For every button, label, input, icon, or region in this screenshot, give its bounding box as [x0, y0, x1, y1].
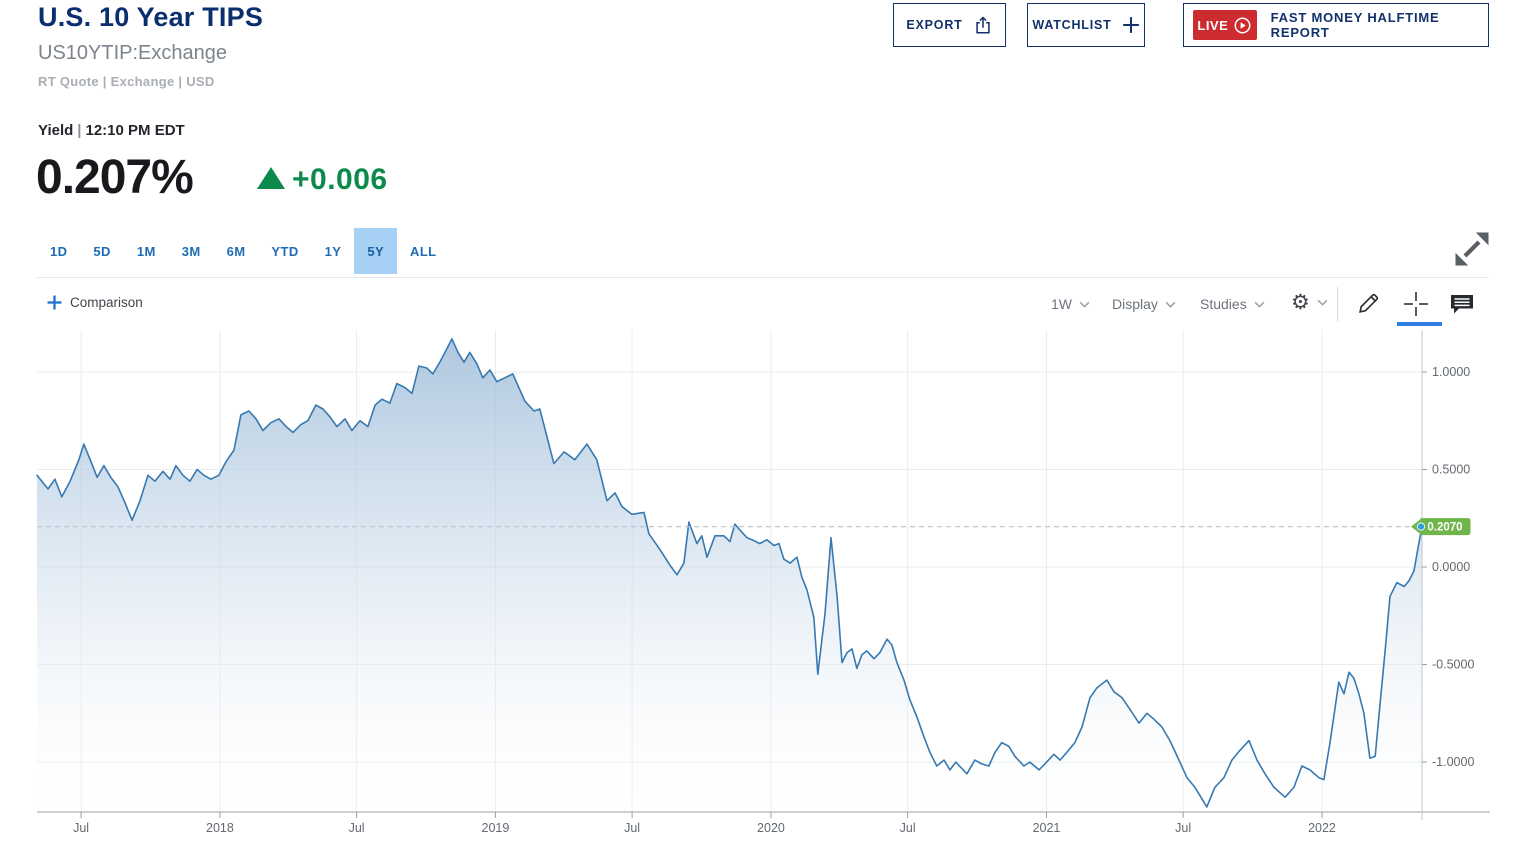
export-button[interactable]: EXPORT — [893, 3, 1006, 47]
interval-label: 1W — [1051, 296, 1072, 312]
range-tab-5y[interactable]: 5Y — [354, 228, 398, 274]
x-axis-tick-label: Jul — [349, 821, 365, 835]
quote-field-time: Yield | 12:10 PM EDT — [38, 122, 185, 139]
quote-timestamp: 12:10 PM EDT — [85, 122, 185, 139]
interval-dropdown[interactable]: 1W — [1051, 296, 1090, 312]
y-axis-tick-label: 0.5000 — [1432, 462, 1470, 476]
x-axis-tick-label: 2022 — [1308, 821, 1336, 835]
last-price-pointer — [1411, 520, 1420, 534]
range-tab-1m[interactable]: 1M — [136, 243, 156, 259]
range-tab-5d[interactable]: 5D — [93, 243, 111, 259]
range-tab-1d[interactable]: 1D — [50, 243, 68, 259]
plus-icon — [1122, 16, 1140, 34]
yield-area — [37, 338, 1422, 812]
change-value: +0.006 — [292, 163, 388, 196]
chevron-down-icon — [1317, 299, 1328, 306]
x-axis-tick-label: Jul — [900, 821, 916, 835]
add-comparison-button[interactable]: Comparison — [47, 295, 143, 310]
gear-icon: ⚙ — [1291, 291, 1310, 314]
x-axis-tick-label: 2018 — [206, 821, 234, 835]
x-axis-tick-label: Jul — [624, 821, 640, 835]
range-tab-all[interactable]: ALL — [410, 243, 437, 259]
chat-icon — [1451, 295, 1473, 314]
expand-chart-icon[interactable] — [1452, 228, 1492, 275]
live-badge-label: LIVE — [1197, 17, 1229, 33]
x-axis-tick-label: 2019 — [482, 821, 510, 835]
range-tab-3m[interactable]: 3M — [181, 243, 201, 259]
up-arrow-icon — [257, 167, 285, 189]
watchlist-button[interactable]: WATCHLIST — [1027, 3, 1145, 47]
crosshair-tool-button[interactable] — [1403, 291, 1429, 322]
live-badge: LIVE — [1193, 10, 1257, 40]
display-label: Display — [1112, 296, 1158, 312]
comparison-label: Comparison — [70, 295, 143, 310]
toolbar-divider — [1337, 287, 1338, 322]
quote-meta: RT Quote | Exchange | USD — [38, 74, 215, 89]
instrument-symbol: US10YTIP:Exchange — [38, 42, 227, 64]
chevron-down-icon — [1254, 301, 1265, 308]
last-price-dot — [1416, 522, 1426, 531]
page-title: U.S. 10 Year TIPS — [38, 2, 264, 32]
active-tool-underline — [1397, 322, 1442, 326]
studies-dropdown[interactable]: Studies — [1200, 296, 1265, 312]
crosshair-icon — [1404, 292, 1428, 316]
live-show-button[interactable]: LIVE FAST MONEY HALFTIME REPORT — [1183, 3, 1489, 47]
display-dropdown[interactable]: Display — [1112, 296, 1176, 312]
range-tab-1y[interactable]: 1Y — [324, 243, 342, 259]
price-chart[interactable]: Jul 2018 Jul 2019 Jul 2020 Jul 2021 Jul 2022 1.000… — [0, 330, 1521, 857]
chart-settings-dropdown[interactable]: ⚙ — [1291, 292, 1328, 313]
yield-line — [36, 338, 1423, 808]
tabs-divider — [37, 277, 1489, 278]
x-axis-tick-label: Jul — [1175, 821, 1191, 835]
range-tab-ytd[interactable]: YTD — [271, 243, 299, 259]
chevron-down-icon — [1165, 301, 1176, 308]
range-tab-bar: 1D 5D 1M 3M 6M YTD 1Y 5Y ALL — [37, 228, 450, 274]
export-icon — [973, 15, 993, 35]
last-price-badge-label: 0.2070 — [1427, 522, 1462, 534]
play-icon — [1234, 17, 1251, 33]
x-axis-tick-label: 2020 — [757, 821, 785, 835]
current-yield-value: 0.207% — [36, 151, 194, 204]
y-axis-tick-label: 0.0000 — [1432, 560, 1470, 574]
x-axis-tick-label: Jul — [73, 821, 89, 835]
y-axis-tick-label: 1.0000 — [1432, 365, 1470, 379]
chevron-down-icon — [1079, 301, 1090, 308]
last-price-badge — [1419, 518, 1471, 536]
live-show-title: FAST MONEY HALFTIME REPORT — [1270, 10, 1440, 40]
plus-icon — [47, 295, 62, 310]
pencil-icon — [1359, 293, 1379, 313]
draw-tool-button[interactable] — [1356, 291, 1381, 321]
y-axis-tick-label: -0.5000 — [1432, 658, 1474, 672]
x-axis-tick-label: 2021 — [1033, 821, 1061, 835]
watchlist-button-label: WATCHLIST — [1032, 18, 1112, 32]
range-tab-6m[interactable]: 6M — [226, 243, 246, 259]
comments-tool-button[interactable] — [1449, 293, 1475, 321]
field-label: Yield — [38, 122, 74, 139]
field-separator: | — [77, 122, 82, 139]
y-axis-tick-label: -1.0000 — [1432, 755, 1474, 769]
studies-label: Studies — [1200, 296, 1247, 312]
export-button-label: EXPORT — [906, 18, 963, 32]
